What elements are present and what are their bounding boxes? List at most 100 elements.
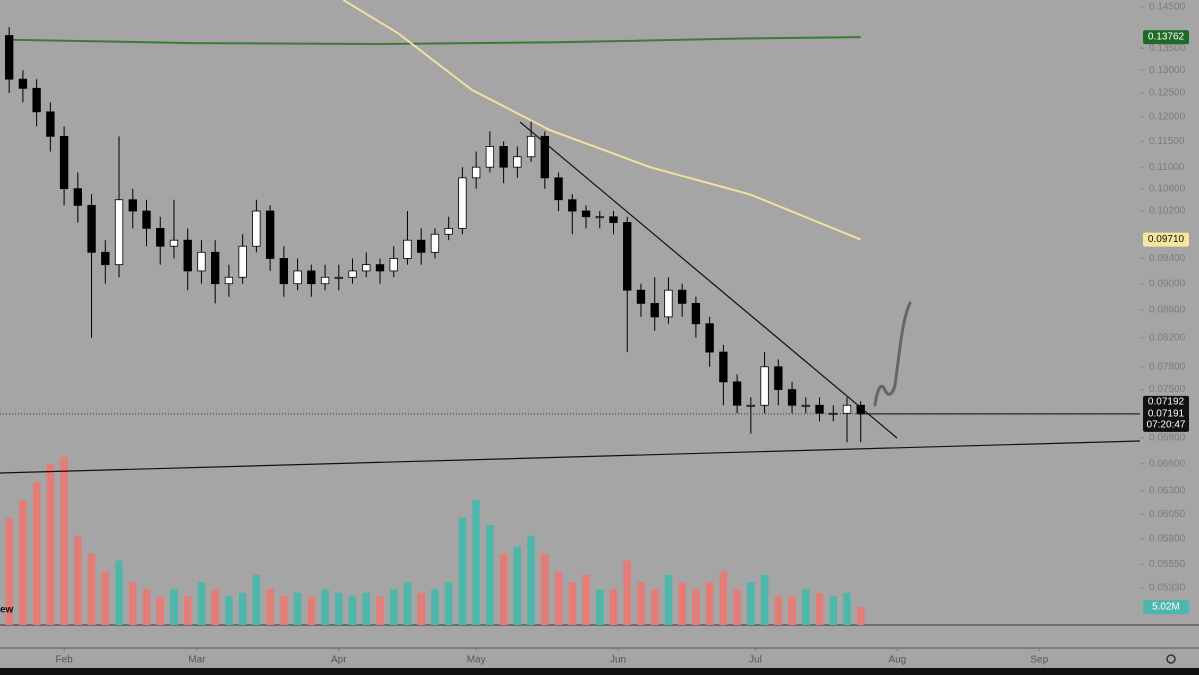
candle-body bbox=[664, 289, 673, 318]
volume-bar bbox=[431, 589, 439, 625]
volume-bar bbox=[472, 500, 480, 625]
y-tick-label: 0.14500 bbox=[1149, 1, 1186, 12]
volume-bar bbox=[142, 589, 151, 625]
candle-body bbox=[183, 239, 192, 272]
volume-bar bbox=[252, 575, 261, 625]
volume-bar bbox=[115, 560, 123, 625]
volume-bar bbox=[128, 582, 137, 625]
price-axis: 0.14500 0.13500 0.13000 0.12500 0.12000 0.115… bbox=[0, 1, 1189, 666]
y-tick-label: 0.09400 bbox=[1149, 253, 1186, 264]
candle-body bbox=[348, 270, 357, 278]
candle-body bbox=[677, 289, 687, 304]
volume-bar bbox=[101, 571, 110, 625]
volume-bar bbox=[389, 589, 398, 625]
candle-body bbox=[719, 351, 728, 383]
volume-bar bbox=[362, 592, 371, 625]
candle-body bbox=[279, 258, 289, 285]
ma-price-label: 0.09710 bbox=[1148, 234, 1185, 245]
candle-body bbox=[526, 135, 536, 158]
candle-body bbox=[4, 35, 14, 80]
y-tick-label: 0.12000 bbox=[1149, 111, 1186, 122]
candle-body bbox=[691, 302, 701, 325]
volume-bar bbox=[856, 607, 865, 625]
candle-body bbox=[375, 264, 385, 272]
y-tick-label: 0.13000 bbox=[1149, 65, 1186, 76]
volume-bar bbox=[595, 589, 604, 625]
candle-body bbox=[623, 222, 632, 291]
candle-body bbox=[320, 276, 330, 285]
y-tick-label: 0.05800 bbox=[1149, 533, 1186, 544]
volume-pane bbox=[5, 457, 865, 625]
volume-bar bbox=[486, 525, 494, 625]
x-tick-label: Apr bbox=[331, 655, 347, 666]
volume-bar bbox=[280, 596, 288, 625]
candle-body bbox=[650, 302, 659, 318]
volume-bar bbox=[87, 553, 96, 625]
candle-body bbox=[554, 177, 563, 201]
last-price-label: 0.07192 bbox=[1148, 397, 1185, 408]
candle-body bbox=[403, 239, 412, 259]
candle-body bbox=[499, 146, 508, 168]
y-tick-label: 0.06050 bbox=[1149, 509, 1186, 520]
watermark: ew bbox=[0, 605, 14, 616]
volume-bar bbox=[719, 571, 728, 625]
candle-body bbox=[362, 264, 371, 272]
mark-price-label: 0.07191 bbox=[1148, 409, 1185, 420]
y-tick-label: 0.06300 bbox=[1149, 485, 1186, 496]
x-tick-label: Jun bbox=[610, 655, 626, 666]
moving-averages bbox=[9, 0, 862, 241]
volume-bar bbox=[650, 589, 659, 625]
volume-bar bbox=[266, 589, 274, 625]
x-tick-label: Aug bbox=[888, 655, 906, 666]
ma-price-tag bbox=[1143, 30, 1189, 45]
volume-bar bbox=[170, 589, 178, 625]
candle-body bbox=[18, 78, 28, 89]
moving-average bbox=[342, 0, 862, 241]
x-tick-label: Feb bbox=[55, 655, 73, 666]
y-tick-label: 0.11500 bbox=[1149, 136, 1185, 147]
volume-bar bbox=[211, 589, 219, 625]
bottom-bar bbox=[0, 668, 1199, 675]
volume-bar bbox=[335, 592, 343, 625]
candle-body bbox=[87, 204, 96, 253]
candle-body bbox=[485, 146, 495, 168]
candle-body bbox=[32, 87, 41, 113]
volume-bar bbox=[32, 482, 41, 625]
y-tick-label: 0.08600 bbox=[1149, 305, 1186, 316]
candle-body bbox=[444, 227, 453, 235]
candle-body bbox=[293, 270, 302, 285]
candle-body bbox=[705, 323, 714, 353]
volume-bar bbox=[664, 575, 673, 625]
ma-price-tag bbox=[1143, 232, 1189, 247]
price-tag bbox=[1143, 395, 1189, 432]
y-tick-label: 0.09000 bbox=[1149, 278, 1186, 289]
candle-body bbox=[169, 239, 179, 247]
candle-body bbox=[581, 210, 591, 218]
candle-body bbox=[334, 276, 343, 279]
volume-bar bbox=[513, 546, 522, 625]
candle-body bbox=[568, 199, 577, 212]
candle-body bbox=[142, 210, 151, 229]
volume-bar bbox=[788, 596, 796, 625]
volume-label: 5.02M bbox=[1152, 602, 1180, 613]
candle-body bbox=[238, 245, 247, 278]
volume-bar bbox=[5, 517, 13, 625]
settings-icon[interactable] bbox=[1166, 654, 1176, 664]
volume-tag bbox=[1143, 600, 1189, 615]
trendline bbox=[519, 121, 898, 439]
candle-body bbox=[252, 210, 261, 247]
y-tick-label: 0.11000 bbox=[1149, 162, 1185, 173]
volume-bar bbox=[60, 457, 68, 625]
volume-bar bbox=[815, 592, 824, 625]
candle-body bbox=[513, 156, 522, 168]
candle-body bbox=[156, 227, 165, 247]
volume-bar bbox=[46, 464, 55, 625]
candle-body bbox=[787, 389, 797, 406]
volume-bar bbox=[156, 596, 165, 625]
volume-bar bbox=[74, 535, 82, 625]
y-tick-label: 0.12500 bbox=[1149, 88, 1186, 99]
volume-bar bbox=[527, 535, 535, 625]
volume-bar bbox=[541, 553, 549, 625]
